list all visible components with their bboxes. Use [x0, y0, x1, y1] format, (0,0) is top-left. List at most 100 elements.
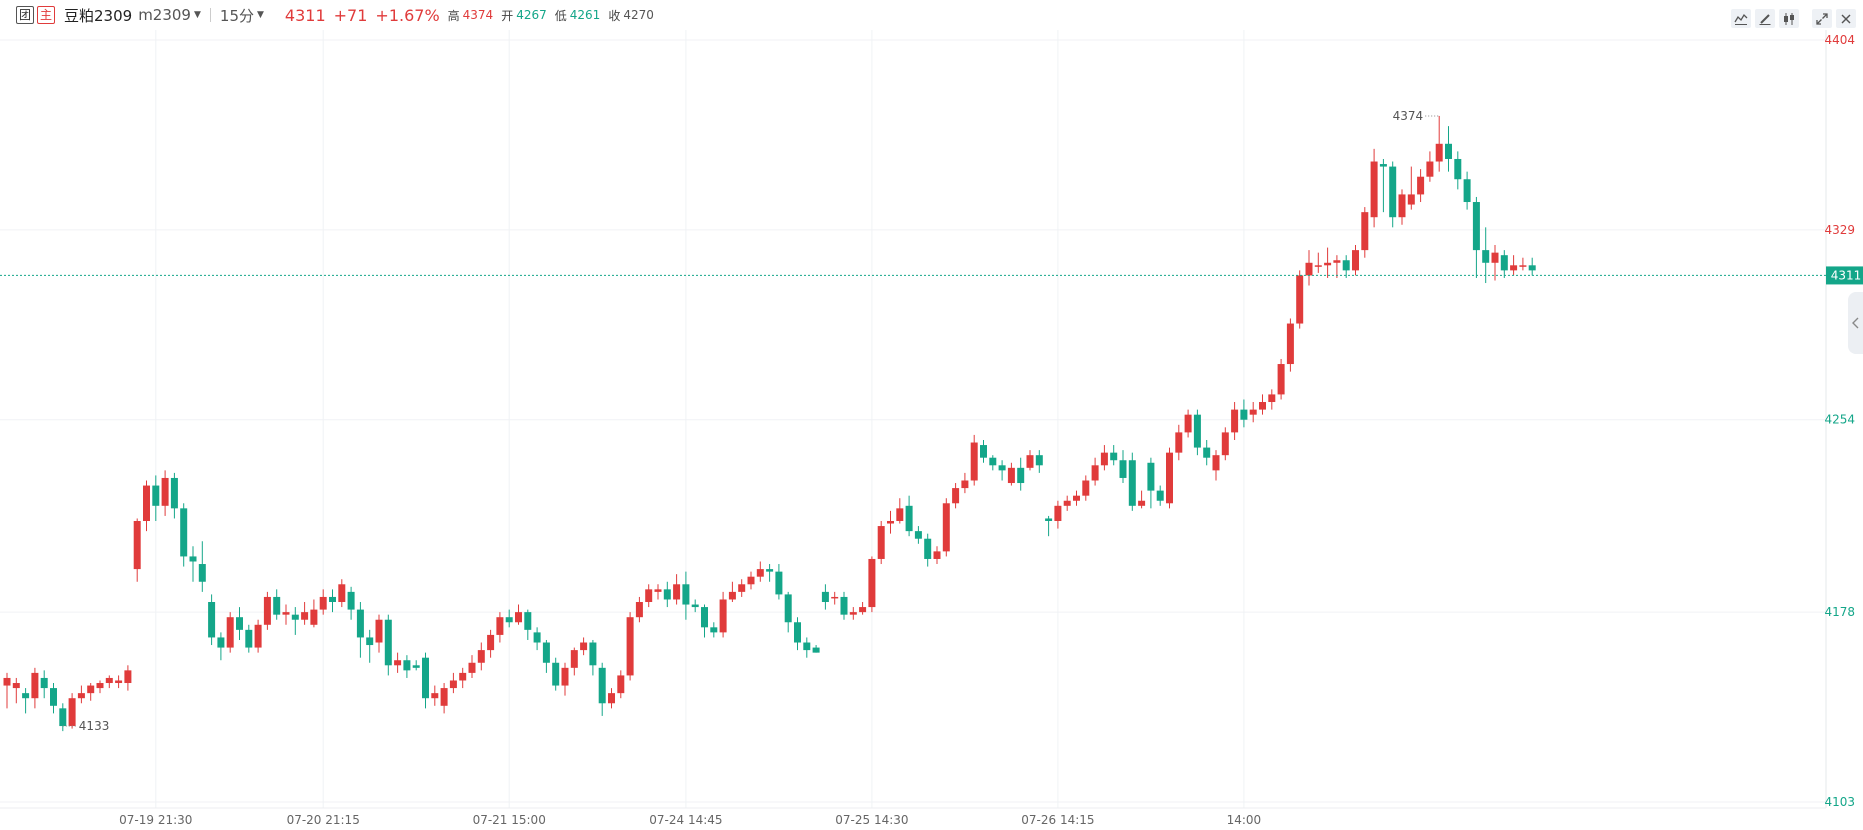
candle: [366, 629, 374, 663]
candle-body: [1054, 505, 1062, 521]
main-contract-tag[interactable]: 主: [37, 6, 55, 24]
candle-body: [1128, 460, 1136, 506]
candle: [570, 647, 578, 676]
candle: [961, 472, 969, 494]
candle: [859, 602, 867, 615]
candle: [1445, 126, 1452, 172]
candle: [291, 607, 299, 635]
candle-body: [384, 619, 392, 666]
candle: [1277, 358, 1285, 400]
candle-body: [170, 477, 178, 509]
candle-body: [254, 624, 262, 648]
candle: [654, 584, 662, 600]
candle: [1286, 318, 1294, 372]
candle-body: [1417, 176, 1425, 195]
candle: [198, 541, 206, 592]
candle-body: [868, 558, 876, 608]
compare-icon: [1784, 12, 1794, 25]
candle-body: [1082, 480, 1090, 496]
candle: [217, 632, 225, 661]
candle-body: [728, 591, 736, 600]
candle: [1500, 250, 1508, 278]
indicator-button[interactable]: [1731, 9, 1751, 28]
candle-body: [1389, 166, 1397, 218]
compare-button[interactable]: [1779, 9, 1799, 28]
candle: [1193, 409, 1201, 456]
candle-body: [747, 576, 755, 585]
candle: [663, 581, 671, 608]
candle-body: [1370, 161, 1378, 218]
candle: [170, 472, 178, 519]
close-button[interactable]: [1836, 9, 1856, 28]
group-tag[interactable]: 团: [16, 6, 34, 24]
candle-body: [263, 596, 271, 625]
candle: [31, 667, 39, 709]
candle-body: [1268, 394, 1276, 403]
candle-body: [1147, 462, 1155, 491]
candle-body: [1212, 455, 1220, 471]
candle: [1435, 115, 1443, 172]
candle: [1156, 485, 1164, 506]
time-tick-label: 07-21 15:00: [473, 813, 546, 827]
candle: [998, 460, 1006, 481]
candle-body: [394, 660, 402, 666]
candle-body: [552, 662, 560, 686]
candle-body: [691, 604, 699, 608]
candle-body: [1017, 467, 1025, 484]
candle-body: [1166, 452, 1173, 504]
candle: [821, 584, 829, 610]
candle: [96, 680, 104, 694]
candle-body: [626, 617, 634, 676]
candle: [329, 589, 336, 613]
candle-body: [1510, 265, 1518, 271]
candle: [347, 586, 355, 620]
candle: [1240, 399, 1248, 428]
candle-body: [133, 520, 141, 570]
candle-body: [1472, 202, 1480, 251]
candle: [1082, 475, 1090, 501]
candle: [942, 498, 950, 557]
candle-body: [1324, 262, 1332, 266]
candle: [766, 564, 774, 582]
candle-body: [236, 617, 243, 630]
candle-body: [1314, 265, 1322, 267]
candle-body: [31, 672, 39, 699]
candle: [1054, 500, 1062, 529]
candle: [1379, 158, 1387, 213]
candle: [133, 518, 141, 582]
candle-body: [77, 693, 85, 699]
symbol-code-dropdown[interactable]: m2309: [138, 6, 191, 24]
price-annotations: 4374 4133: [62, 109, 1440, 733]
candle-body: [1100, 452, 1108, 466]
candle: [3, 672, 11, 709]
price-tick-label: 4404: [1824, 33, 1855, 47]
low-marker-label: 4133: [79, 719, 110, 733]
period-selector[interactable]: 15分: [219, 6, 254, 25]
candle-body: [50, 688, 57, 706]
chevron-down-icon[interactable]: ▼: [257, 10, 264, 20]
candle: [1100, 445, 1108, 471]
indicator-icon: [1734, 13, 1748, 25]
candle-body: [496, 617, 504, 635]
candle-body: [1482, 250, 1490, 263]
fullscreen-button[interactable]: [1812, 9, 1832, 28]
candle-body: [840, 596, 848, 615]
candle: [124, 665, 132, 691]
candle: [1426, 151, 1434, 182]
side-panel-toggle[interactable]: [1848, 292, 1863, 354]
candle: [524, 609, 532, 640]
time-tick-label: 07-19 21:30: [119, 813, 192, 827]
candle-body: [645, 589, 653, 603]
candle-body: [1240, 409, 1248, 420]
candle: [784, 591, 792, 633]
candle: [812, 645, 820, 653]
candle-body: [1305, 262, 1313, 276]
candle-body: [1500, 255, 1508, 271]
candle-body: [1398, 194, 1406, 218]
chevron-down-icon[interactable]: ▼: [193, 10, 201, 20]
candle: [868, 556, 876, 613]
candle-body: [998, 465, 1006, 471]
candle: [1119, 450, 1127, 484]
draw-button[interactable]: [1755, 9, 1775, 28]
